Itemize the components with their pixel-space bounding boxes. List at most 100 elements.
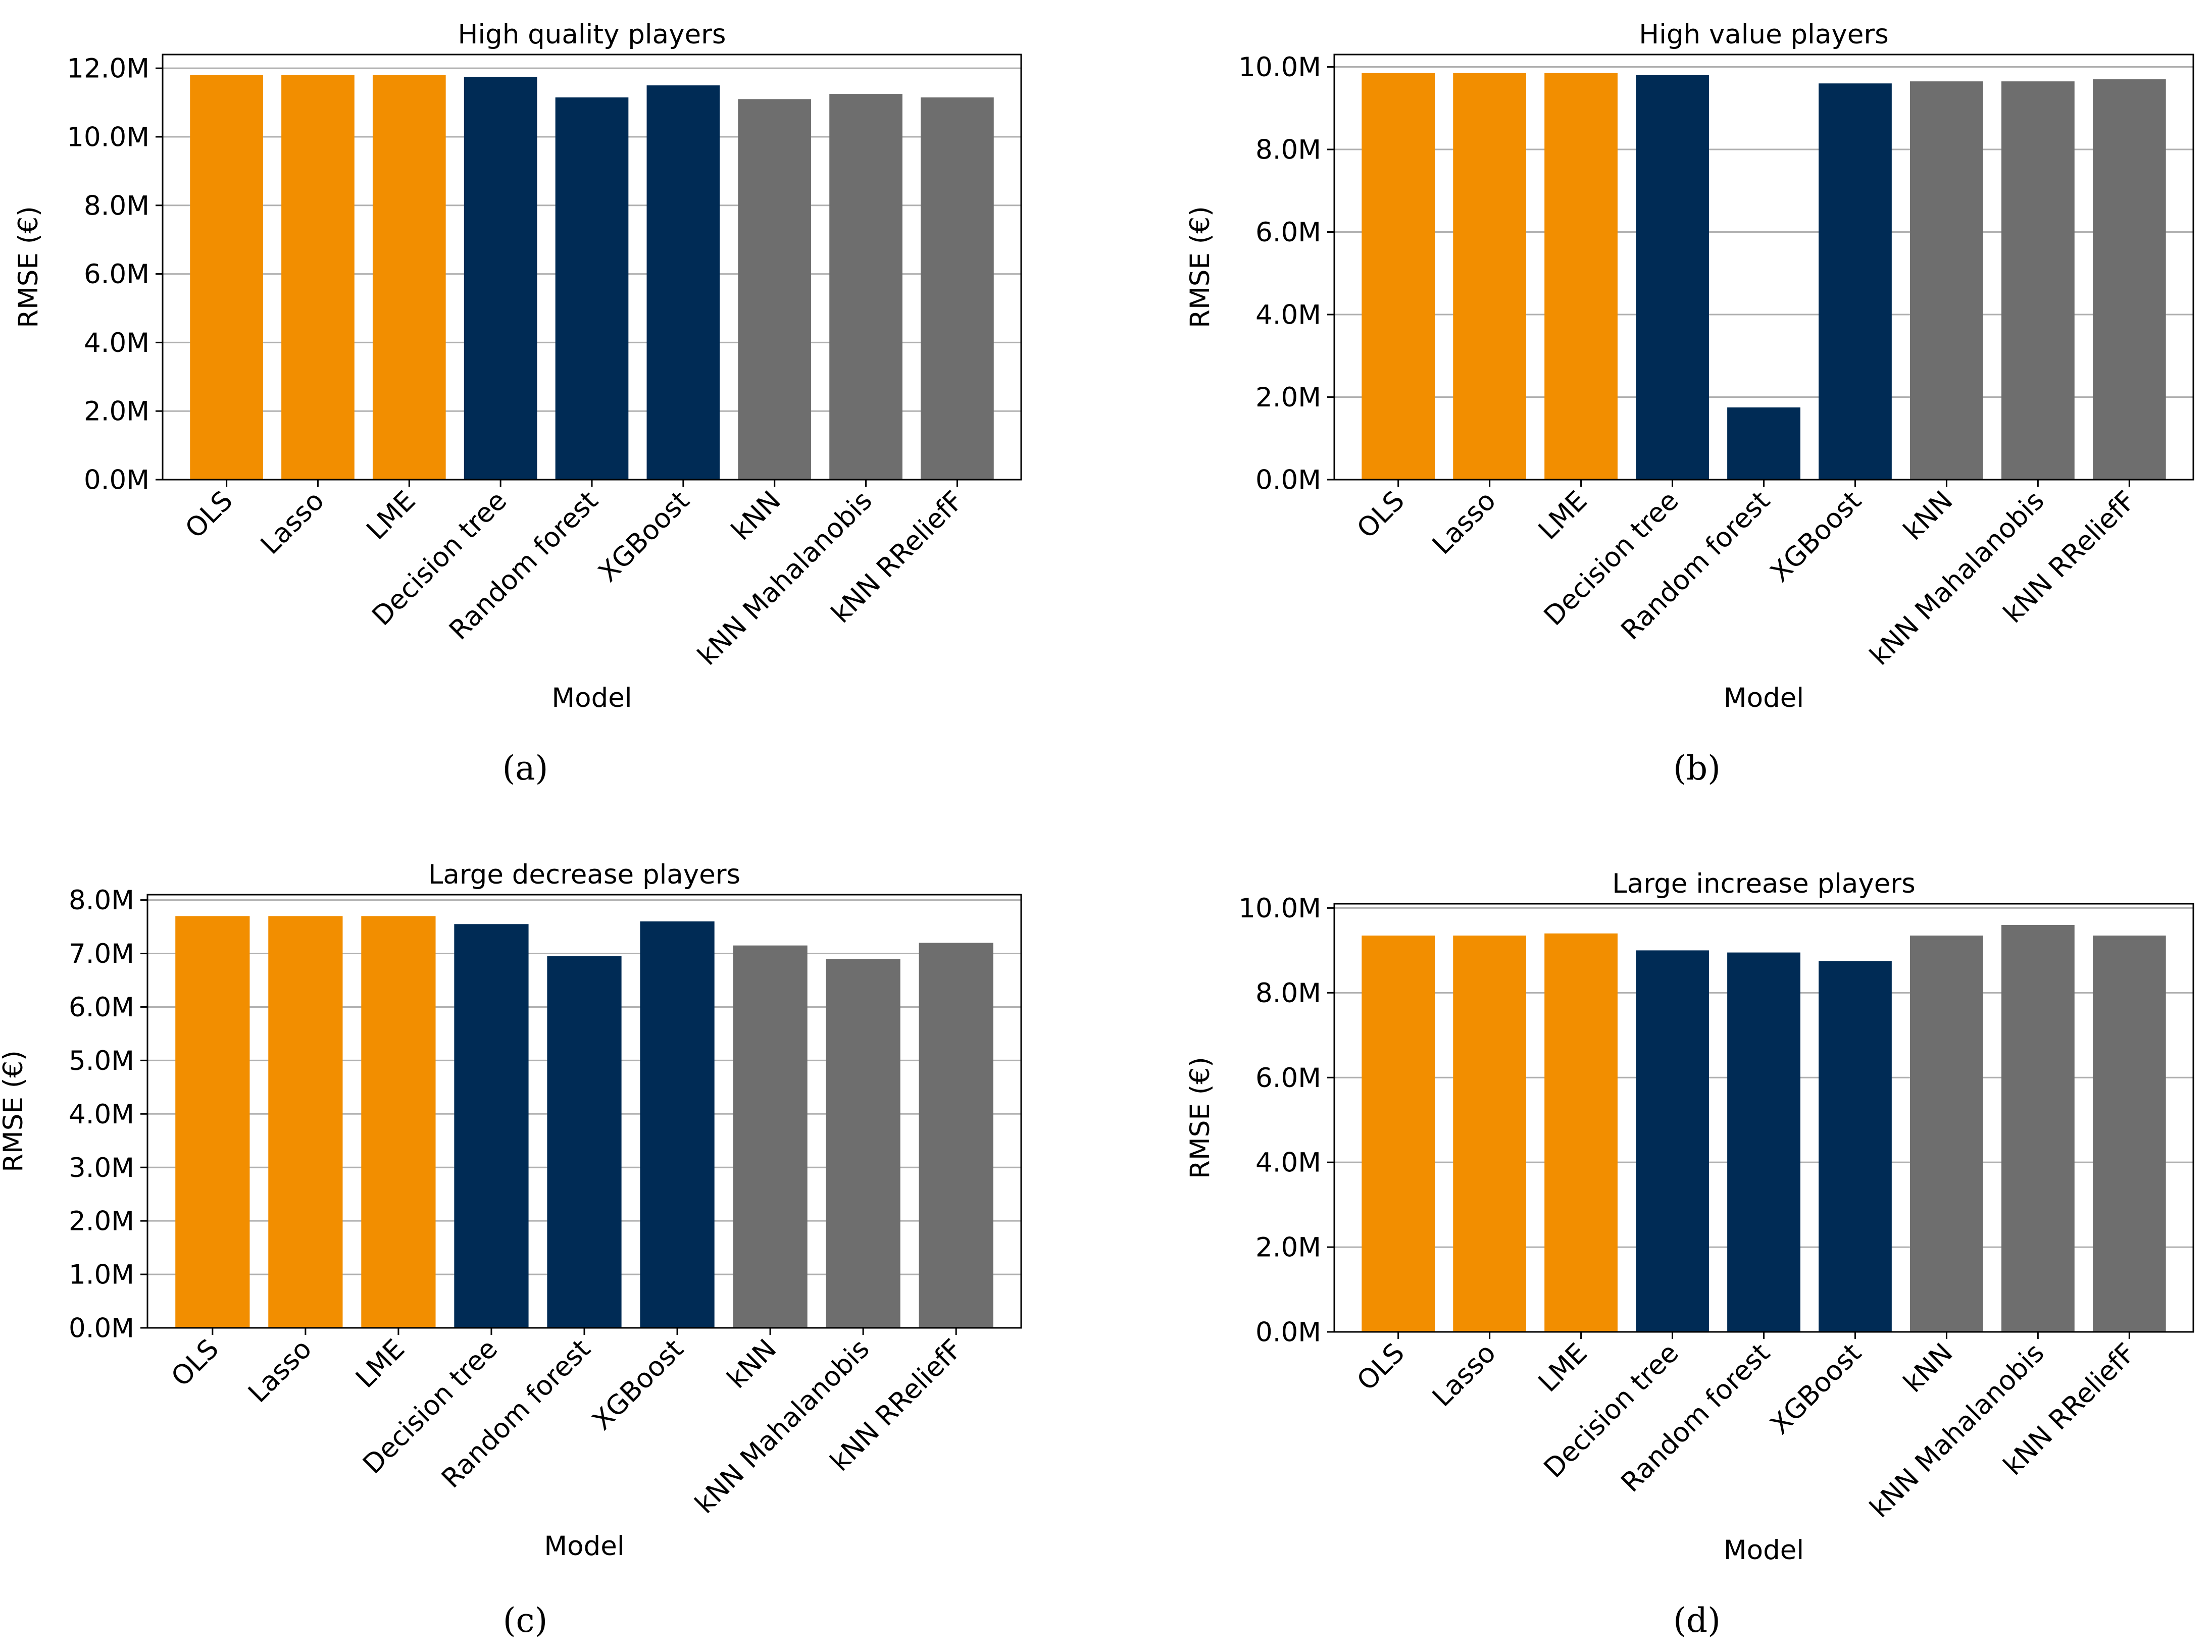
y-tick-label: 7.0M	[69, 939, 134, 969]
x-tick-label: kNN	[726, 485, 787, 546]
bar-knn-rrelieff	[921, 97, 994, 480]
bar-knn-rrelieff	[2092, 935, 2166, 1332]
y-tick-label: 4.0M	[1255, 1148, 1321, 1178]
y-axis-label: RMSE (€)	[13, 206, 44, 328]
x-tick-label: XGBoost	[592, 485, 695, 588]
bar-random-forest	[1727, 952, 1800, 1332]
bar-decision-tree	[454, 924, 529, 1328]
y-tick-label: 0.0M	[69, 1313, 134, 1344]
x-tick-label: kNN	[721, 1333, 782, 1395]
x-axis-label: Model	[1724, 1535, 1804, 1566]
bar-random-forest	[1727, 407, 1800, 480]
y-tick-label: 10.0M	[1238, 52, 1321, 83]
panel-caption-b: (b)	[1673, 749, 1721, 788]
chart-panel-c: (c) 0.0M 1.0M 2.0M 3.0M 4.0M 5.0M 6.0M 7.0M 8.0M…	[0, 859, 1022, 1640]
y-tick-label: 2.0M	[1255, 382, 1321, 413]
bar-lme	[372, 75, 446, 480]
bar-ols	[1362, 73, 1435, 480]
x-axis-label: Model	[1724, 683, 1804, 713]
bar-ols	[1362, 935, 1435, 1332]
y-tick-label: 0.0M	[84, 465, 149, 496]
bar-ols	[190, 75, 263, 480]
y-tick-label: 2.0M	[69, 1206, 134, 1237]
x-tick-label: Lasso	[1427, 1337, 1502, 1413]
bar-xgboost	[646, 85, 720, 480]
chart-title: High value players	[1639, 19, 1889, 50]
y-tick-label: 4.0M	[84, 328, 149, 358]
bar-lme	[1544, 73, 1618, 480]
y-tick-label: 8.0M	[1255, 978, 1321, 1009]
x-tick-label: OLS	[1351, 1337, 1411, 1397]
y-tick-label: 8.0M	[1255, 135, 1321, 166]
panel-caption-c: (c)	[503, 1601, 547, 1640]
y-tick-label: 12.0M	[67, 54, 149, 84]
bar-knn	[1910, 935, 1983, 1332]
chart-panel-a: (a) 0.0M 2.0M 4.0M 6.0M 8.0M 10.0M 12.0M OLS Las…	[13, 19, 1022, 788]
y-tick-label: 6.0M	[84, 259, 149, 290]
bar-decision-tree	[1636, 950, 1709, 1332]
y-tick-label: 3.0M	[69, 1153, 134, 1183]
x-tick-label: Lasso	[255, 485, 330, 560]
x-tick-label: kNN Mahalanobis	[1864, 485, 2050, 672]
x-tick-label: kNN Mahalanobis	[692, 485, 878, 672]
bar-knn-mahalanobis	[826, 959, 900, 1328]
bar-knn-rrelieff	[919, 943, 993, 1328]
x-axis-label: Model	[544, 1531, 624, 1562]
bar-lasso	[281, 75, 355, 480]
chart-title: High quality players	[458, 19, 726, 50]
x-tick-label: OLS	[166, 1333, 225, 1392]
x-tick-label: LME	[361, 485, 421, 546]
x-tick-label: kNN Mahalanobis	[689, 1333, 876, 1520]
x-axis-label: Model	[551, 683, 632, 713]
y-tick-label: 6.0M	[69, 992, 134, 1023]
y-tick-label: 0.0M	[1255, 465, 1321, 496]
bar-knn	[738, 99, 812, 480]
x-tick-label: kNN Mahalanobis	[1864, 1337, 2050, 1524]
x-tick-label: OLS	[1351, 485, 1411, 544]
bar-knn-mahalanobis	[829, 94, 902, 480]
y-tick-label: 2.0M	[1255, 1232, 1321, 1263]
bar-lasso	[1453, 935, 1527, 1332]
bar-lme	[361, 916, 436, 1328]
x-tick-label: LME	[1533, 1337, 1593, 1398]
y-tick-label: 6.0M	[1255, 217, 1321, 248]
bar-random-forest	[555, 97, 629, 480]
x-tick-label: XGBoost	[1765, 1337, 1868, 1440]
x-tick-label: kNN	[1898, 1337, 1959, 1399]
y-tick-label: 8.0M	[84, 190, 149, 221]
bar-lasso	[1453, 73, 1527, 480]
x-tick-label: OLS	[179, 485, 238, 544]
bar-lme	[1544, 933, 1618, 1332]
bar-knn-mahalanobis	[2001, 924, 2075, 1332]
x-tick-label: kNN	[1898, 485, 1959, 546]
panel-caption-a: (a)	[502, 749, 548, 788]
x-tick-label: XGBoost	[587, 1333, 690, 1436]
bar-knn-rrelieff	[2092, 79, 2166, 480]
chart-title: Large decrease players	[428, 859, 740, 890]
y-tick-label: 2.0M	[84, 396, 149, 427]
y-tick-label: 8.0M	[69, 885, 134, 916]
chart-panel-d: (d) 0.0M 2.0M 4.0M 6.0M 8.0M 10.0M OLS Lasso LME…	[1185, 868, 2194, 1640]
chart-panel-b: (b) 0.0M 2.0M 4.0M 6.0M 8.0M 10.0M OLS Lasso LME…	[1185, 19, 2194, 788]
bar-xgboost	[640, 921, 715, 1328]
y-tick-label: 4.0M	[69, 1099, 134, 1130]
y-tick-label: 10.0M	[67, 122, 149, 153]
bar-xgboost	[1819, 961, 1892, 1332]
bar-xgboost	[1819, 83, 1892, 480]
y-tick-label: 10.0M	[1238, 893, 1321, 924]
bar-lasso	[268, 916, 343, 1328]
y-tick-label: 6.0M	[1255, 1063, 1321, 1094]
x-tick-label: Lasso	[1427, 485, 1502, 560]
y-axis-label: RMSE (€)	[0, 1050, 29, 1172]
y-axis-label: RMSE (€)	[1185, 1057, 1216, 1179]
y-tick-label: 5.0M	[69, 1046, 134, 1076]
y-tick-label: 1.0M	[69, 1260, 134, 1290]
x-tick-label: Lasso	[242, 1333, 318, 1409]
bar-knn-mahalanobis	[2001, 81, 2075, 480]
bar-decision-tree	[1636, 75, 1709, 480]
x-tick-label: LME	[350, 1333, 411, 1394]
x-tick-label: LME	[1533, 485, 1593, 546]
y-tick-label: 4.0M	[1255, 300, 1321, 331]
bar-ols	[175, 916, 250, 1328]
